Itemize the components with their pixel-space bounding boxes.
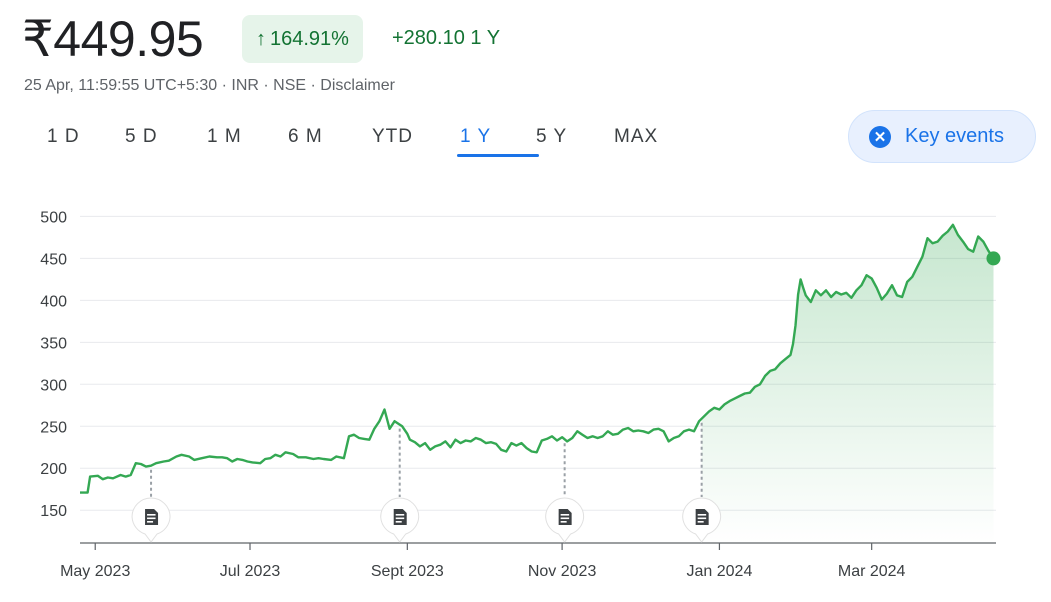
x-axis: May 2023 Jul 2023 Sept 2023 Nov 2023 Jan 202… (60, 542, 996, 580)
tab-5d[interactable]: 5 D (125, 126, 158, 147)
y-tick-label: 150 (40, 503, 67, 520)
x-tick-label: Nov 2023 (528, 563, 597, 580)
x-tick-label: Mar 2024 (838, 563, 906, 580)
y-tick-label: 250 (40, 419, 67, 436)
close-icon: ✕ (869, 125, 891, 148)
y-tick-label: 400 (40, 293, 67, 310)
current-price-dot (986, 251, 1001, 266)
event-marker[interactable] (545, 497, 585, 543)
y-tick-label: 300 (40, 377, 67, 394)
event-marker[interactable] (380, 497, 420, 543)
arrow-up-icon: ↑ (256, 27, 266, 50)
key-events-label: Key events (905, 125, 1004, 147)
y-tick-label: 450 (40, 251, 67, 268)
y-tick-label: 500 (40, 209, 67, 226)
tab-6m[interactable]: 6 M (288, 126, 323, 147)
tab-1d[interactable]: 1 D (47, 126, 80, 147)
absolute-change: +280.10 1 Y (392, 27, 501, 49)
document-icon (393, 509, 407, 525)
y-tick-label: 350 (40, 335, 67, 352)
document-icon (695, 509, 709, 525)
percent-change-badge: ↑ 164.91% (242, 15, 363, 63)
y-axis-labels: 150 200 250 300 350 400 450 500 (40, 209, 67, 520)
x-tick-label: Jul 2023 (220, 563, 281, 580)
y-tick-label: 200 (40, 461, 67, 478)
tab-max[interactable]: MAX (614, 126, 659, 147)
price-chart[interactable]: 150 200 250 300 350 400 450 500 May 2023 Jul 202… (0, 180, 1051, 600)
tab-ytd[interactable]: YTD (372, 126, 413, 147)
document-icon (145, 509, 159, 525)
quote-meta: 25 Apr, 11:59:55 UTC+5:30 · INR · NSE · … (24, 77, 395, 94)
x-tick-label: May 2023 (60, 563, 130, 580)
price-area-fill (701, 224, 994, 543)
chart-grid (80, 215, 996, 511)
document-icon (558, 509, 572, 525)
price-line (80, 223, 995, 494)
tab-1y[interactable]: 1 Y (457, 124, 539, 157)
range-tabs: 1 D 5 D 1 M 6 M YTD 1 Y 5 Y MAX (30, 124, 674, 157)
key-events-button[interactable]: ✕ Key events (848, 110, 1036, 163)
current-price: ₹449.95 (22, 11, 204, 67)
percent-change-value: 164.91% (270, 27, 349, 50)
event-marker[interactable] (131, 497, 171, 543)
tab-5y[interactable]: 5 Y (536, 126, 568, 147)
tab-1m[interactable]: 1 M (207, 126, 242, 147)
event-marker[interactable] (682, 497, 722, 543)
key-event-markers (131, 422, 722, 543)
x-tick-label: Sept 2023 (371, 563, 444, 580)
x-tick-label: Jan 2024 (687, 563, 753, 580)
